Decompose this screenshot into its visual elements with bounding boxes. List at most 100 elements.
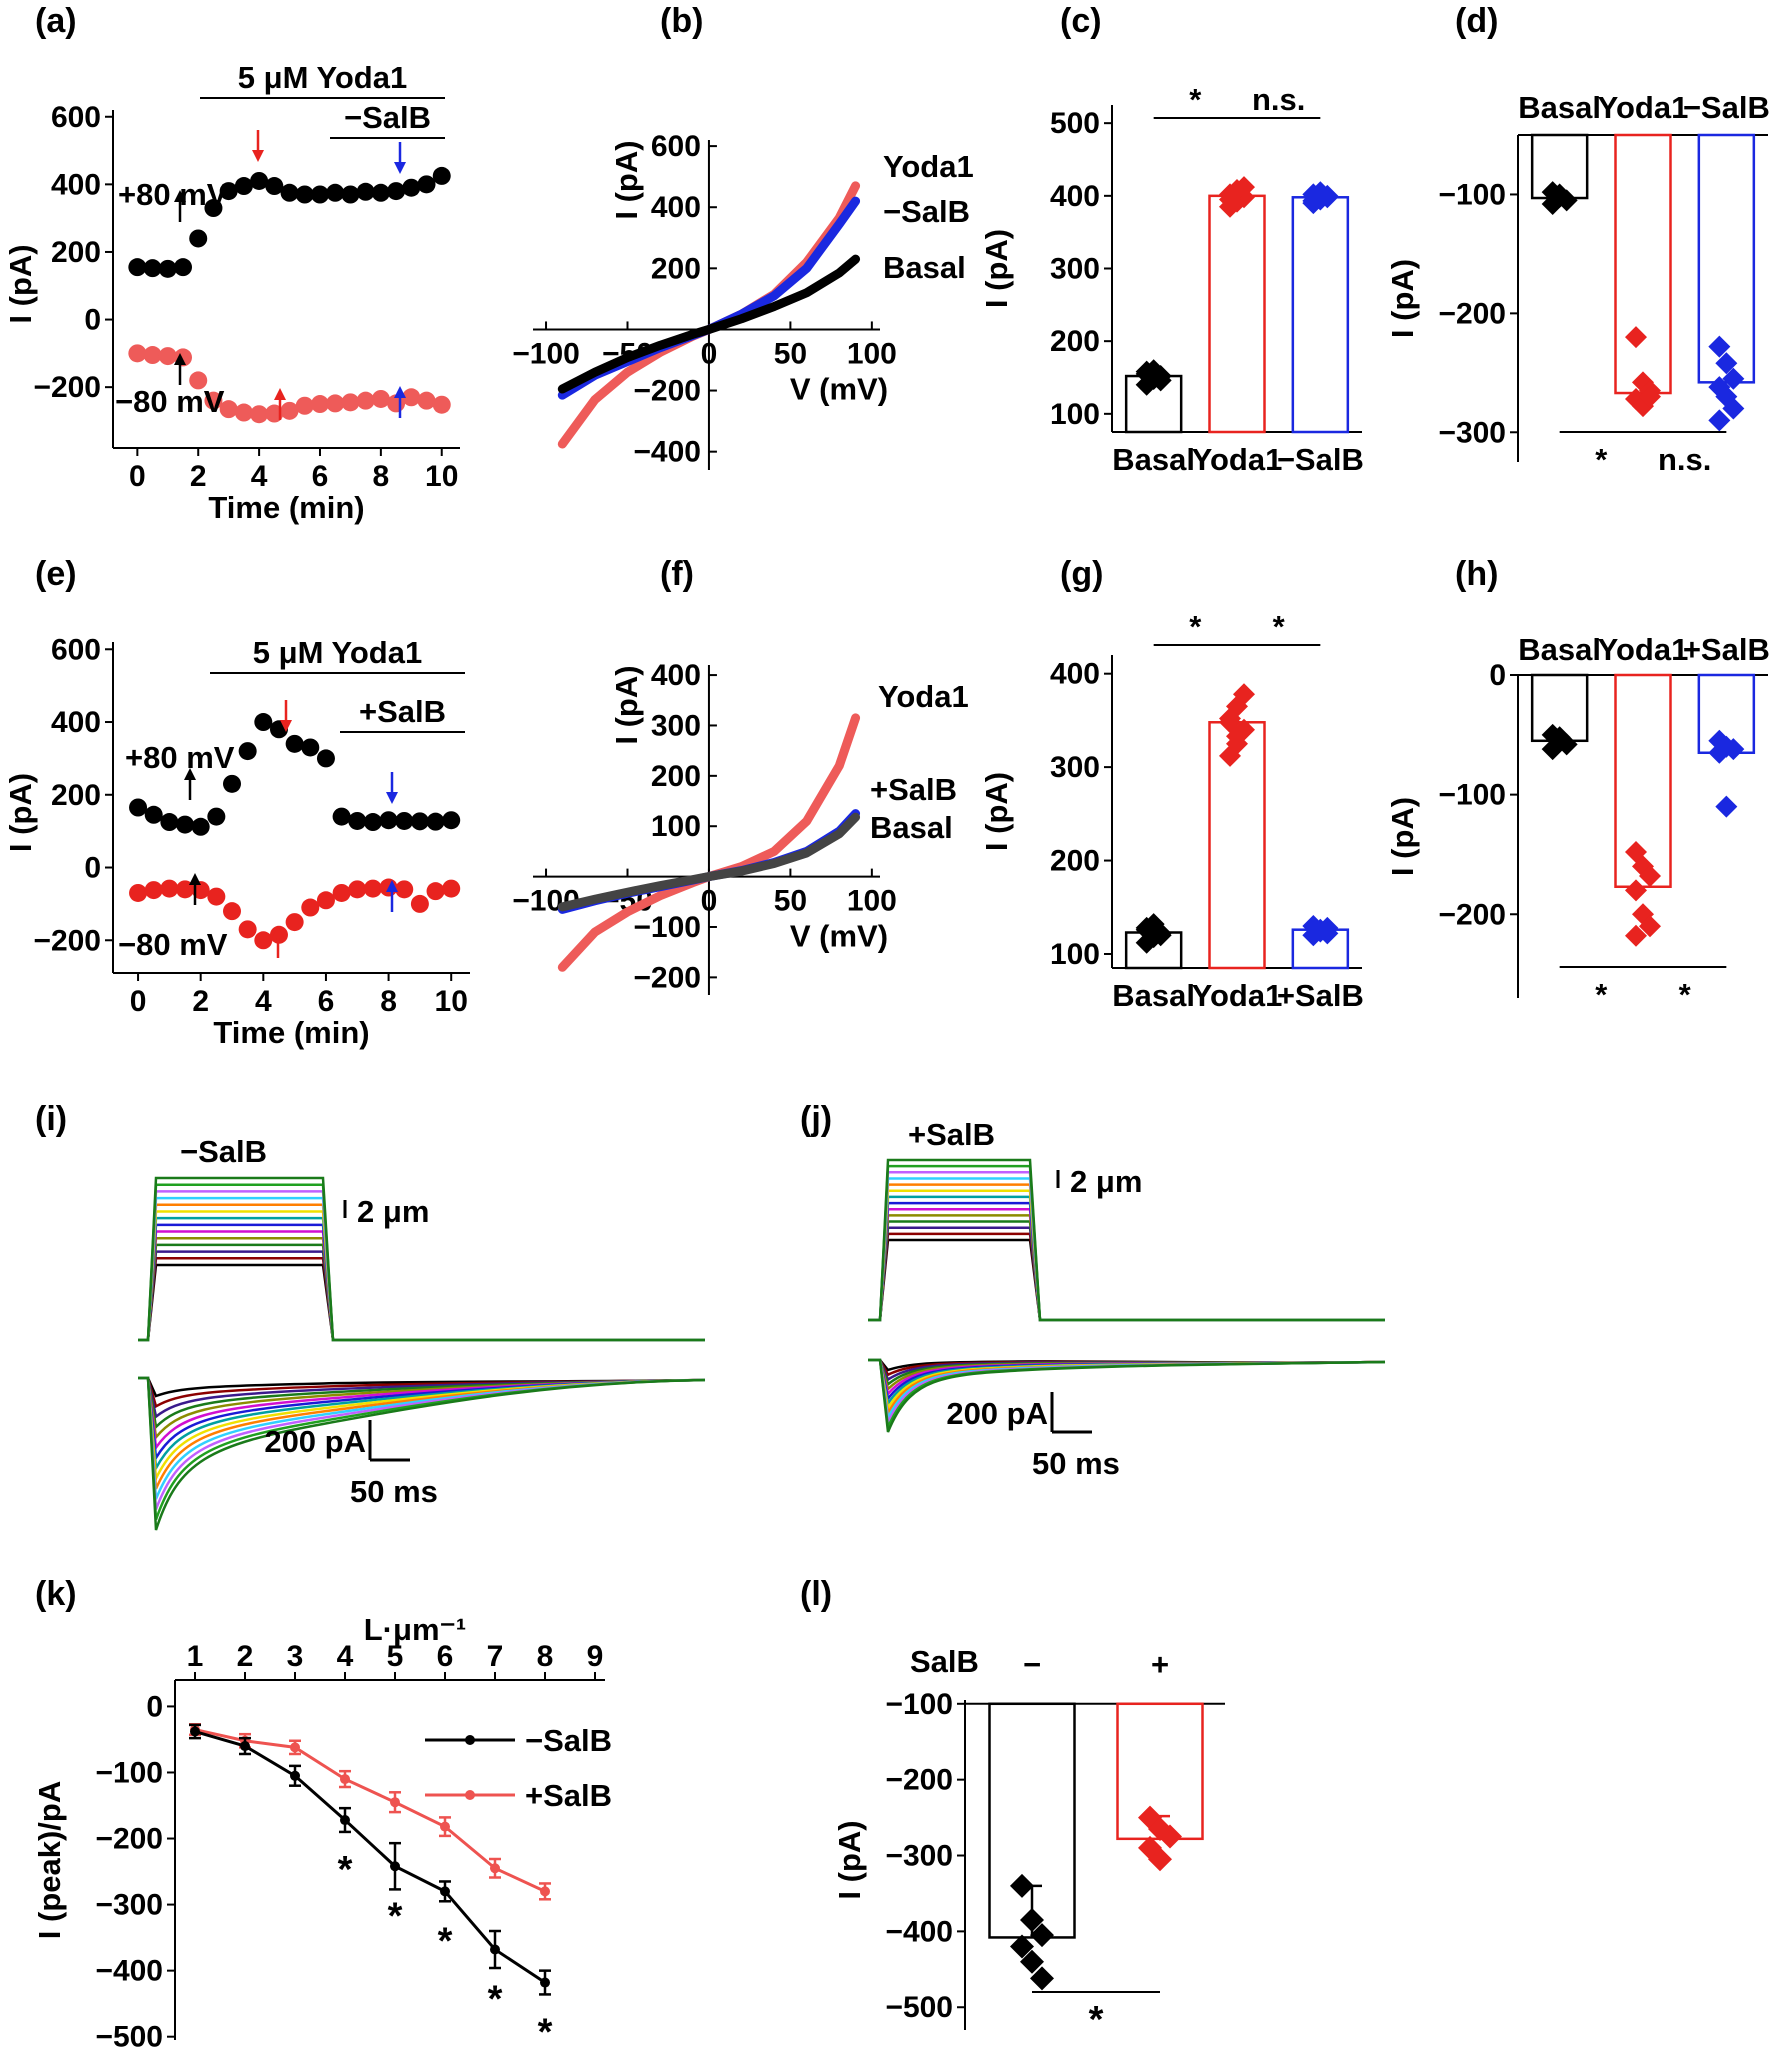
category-label-0: Basal xyxy=(1112,978,1195,1013)
data-point-1 xyxy=(128,344,147,363)
data-point-0 xyxy=(1149,369,1172,392)
x-tick-label: 10 xyxy=(425,460,458,493)
data-point-0 xyxy=(223,774,241,793)
y-tick-label: −200 xyxy=(885,1764,953,1797)
arrow-head-icon xyxy=(280,720,292,732)
y-tick-label: −500 xyxy=(95,2021,163,2050)
category-title: SalB xyxy=(910,1644,979,1679)
data-point-2 xyxy=(1722,367,1745,390)
displacement-trace-13 xyxy=(868,1158,1385,1322)
y-axis-label: I (pA) xyxy=(979,772,1014,851)
data-point-2 xyxy=(1715,795,1738,818)
x-tick-label: 0 xyxy=(129,460,146,493)
time-scale-label: 50 ms xyxy=(1032,1446,1120,1481)
y-axis-label: I (pA) xyxy=(609,140,644,219)
significance-mark-0: * xyxy=(1595,977,1608,1012)
displacement-trace-7 xyxy=(138,1216,705,1342)
data-point-2 xyxy=(1302,189,1325,212)
data-point-0 xyxy=(1020,1949,1044,1974)
y-tick-label: −200 xyxy=(1438,898,1506,931)
data-point-0 xyxy=(238,742,257,761)
y-tick-label: 200 xyxy=(51,779,101,812)
y-tick-label: 100 xyxy=(651,810,701,843)
significance-mark-1: * xyxy=(1273,609,1286,644)
panel-label-f: (f) xyxy=(660,555,694,593)
y-tick-label: 200 xyxy=(1050,845,1100,878)
arrow-head-icon xyxy=(174,353,186,365)
panel-label-g: (g) xyxy=(1060,555,1103,593)
y-tick-label: −200 xyxy=(633,961,701,994)
panel-label-a: (a) xyxy=(35,2,77,40)
data-point-2 xyxy=(1316,922,1339,945)
significance-mark-4: * xyxy=(538,2012,553,2050)
data-point-0 xyxy=(432,166,451,185)
y-tick-label: −500 xyxy=(885,1991,953,2024)
data-point-0 xyxy=(363,813,382,832)
data-point-1 xyxy=(363,879,382,898)
data-point-1 xyxy=(1148,1847,1172,1872)
time-scale-label: 50 ms xyxy=(350,1474,438,1509)
y-axis-label: I (pA) xyxy=(979,229,1014,308)
data-point-0 xyxy=(395,811,414,830)
bar-1 xyxy=(1208,194,1266,434)
category-label-2: +SalB xyxy=(1277,978,1364,1013)
data-point-0 xyxy=(1010,1934,1034,1959)
y-tick-label: −200 xyxy=(633,375,701,408)
significance-mark-0: * xyxy=(1189,609,1202,644)
category-label-0: − xyxy=(1023,1647,1041,1682)
x-tick-label: 100 xyxy=(847,337,897,370)
y-tick-label: −200 xyxy=(33,371,101,404)
data-point-1 xyxy=(540,1886,550,1897)
minus80-label: −80 mV xyxy=(118,927,228,962)
data-point-1 xyxy=(238,920,257,939)
arrow-head-icon xyxy=(386,880,398,892)
data-point-1 xyxy=(160,879,179,898)
data-point-1 xyxy=(1639,915,1661,938)
arrow-head-icon xyxy=(394,162,406,174)
data-point-1 xyxy=(204,391,223,410)
x-tick-label: 7 xyxy=(487,1640,504,1673)
panel-label-h: (h) xyxy=(1455,555,1498,593)
x-tick-label: 10 xyxy=(435,985,468,1018)
series-label-1: +SalB xyxy=(870,772,957,807)
condition-label: +SalB xyxy=(908,1117,995,1152)
data-point-0 xyxy=(250,171,269,190)
data-point-0 xyxy=(290,1770,300,1781)
data-point-0 xyxy=(280,183,299,202)
category-label-1: Yoda1 xyxy=(1192,442,1283,477)
data-point-1 xyxy=(129,883,148,902)
series-label-2: Basal xyxy=(870,810,953,845)
x-tick-label: 8 xyxy=(537,1640,554,1673)
y-tick-label: 300 xyxy=(651,709,701,742)
plus80-label: +80 mV xyxy=(118,177,228,212)
data-point-0 xyxy=(160,813,179,832)
data-point-0 xyxy=(440,1886,450,1897)
y-axis-label: I (pA) xyxy=(609,665,644,744)
bar-2 xyxy=(1291,196,1350,434)
series-label-1: −SalB xyxy=(883,194,970,229)
arrow-head-icon xyxy=(272,926,284,938)
data-point-0 xyxy=(143,259,162,278)
plus80-label: +80 mV xyxy=(125,740,235,775)
y-tick-label: −200 xyxy=(33,924,101,957)
data-point-1 xyxy=(417,391,436,410)
data-point-0 xyxy=(490,1944,500,1955)
displacement-trace-1 xyxy=(868,1232,1385,1322)
displacement-trace-0 xyxy=(138,1263,705,1342)
data-point-1 xyxy=(1639,864,1661,887)
data-point-0 xyxy=(341,185,360,204)
y-tick-label: −100 xyxy=(633,911,701,944)
data-point-0 xyxy=(207,807,226,826)
y-tick-label: −100 xyxy=(885,1688,953,1721)
y-tick-label: 400 xyxy=(51,168,101,201)
data-point-1 xyxy=(442,879,461,898)
data-point-1 xyxy=(390,1797,400,1808)
data-point-1 xyxy=(341,393,360,412)
y-tick-label: 400 xyxy=(51,706,101,739)
y-tick-label: −300 xyxy=(1438,416,1506,449)
significance-mark-1: * xyxy=(388,1895,403,1937)
data-point-1 xyxy=(207,887,226,906)
data-point-0 xyxy=(379,811,398,830)
